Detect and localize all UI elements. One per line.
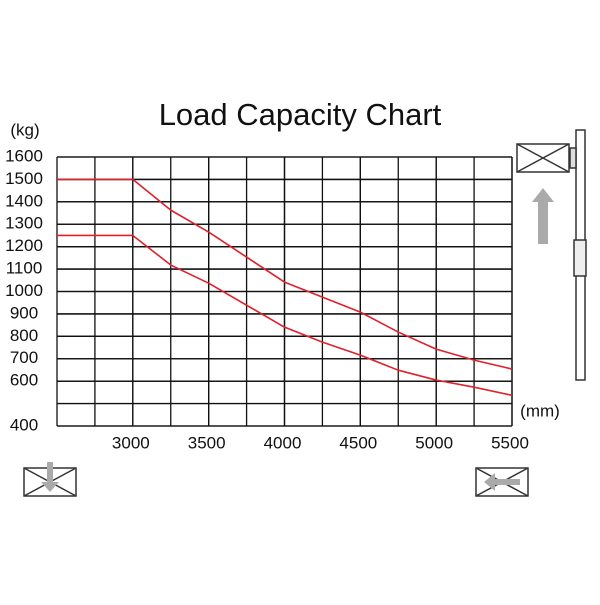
mast-icon: [516, 129, 587, 381]
y-tick-label: 400: [10, 415, 38, 434]
x-tick-label: 3000: [112, 433, 150, 452]
y-tick-label: 1300: [5, 214, 43, 233]
y-tick-label: 1500: [5, 169, 43, 188]
y-tick-label: 1600: [5, 146, 43, 165]
y-unit: (kg): [10, 120, 39, 139]
load-curve: [57, 178, 513, 370]
y-tick-label: 1000: [5, 281, 43, 300]
x-unit: (mm): [520, 401, 560, 420]
x-tick-label: 4500: [339, 433, 377, 452]
x-tick-label: 3500: [188, 433, 226, 452]
y-tick-label: 600: [10, 371, 38, 390]
x-tick-label: 5000: [415, 433, 453, 452]
y-tick-label: 700: [10, 348, 38, 367]
y-tick-label: 1400: [5, 191, 43, 210]
y-tick-label: 800: [10, 326, 38, 345]
y-tick-label: 1200: [5, 236, 43, 255]
y-tick-label: 900: [10, 303, 38, 322]
load-curve: [57, 234, 513, 397]
chart-title: Load Capacity Chart: [159, 97, 442, 132]
x-tick-label: 5500: [491, 433, 529, 452]
pallet-icon-left: [23, 462, 77, 497]
y-tick-label: 1100: [6, 259, 43, 278]
pallet-icon-right: [475, 467, 529, 497]
x-tick-label: 4000: [264, 433, 302, 452]
